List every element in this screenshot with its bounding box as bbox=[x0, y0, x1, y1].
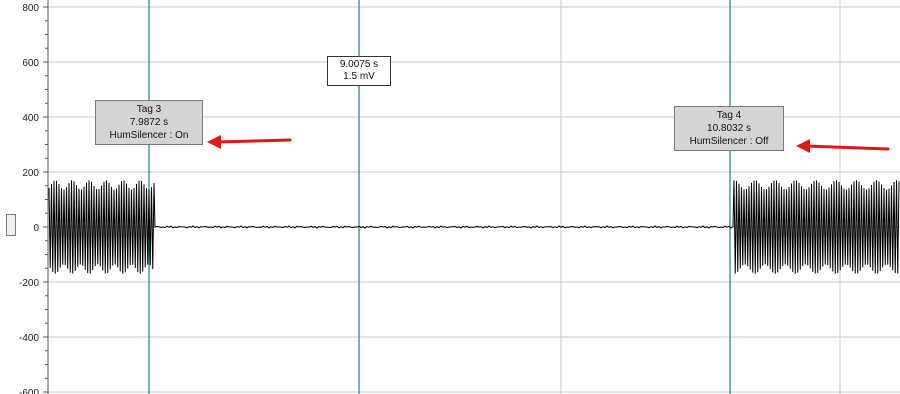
tag4-arrow bbox=[796, 139, 890, 153]
tag3-arrow-shaft bbox=[215, 138, 292, 144]
tag4-state: HumSilencer : Off bbox=[689, 136, 769, 147]
y-tick-label: 200 bbox=[22, 168, 39, 179]
signal-trace bbox=[48, 180, 900, 274]
y-tick-label: -200 bbox=[19, 278, 39, 289]
y-tick-label: 400 bbox=[22, 113, 39, 124]
tag4-time: 10.8032 s bbox=[707, 123, 751, 134]
tag3-arrow bbox=[207, 135, 292, 149]
y-tick-label: -400 bbox=[19, 333, 39, 344]
y-tick-label: 800 bbox=[22, 3, 39, 14]
tag4-label[interactable]: Tag 4 10.8032 s HumSilencer : Off bbox=[674, 106, 784, 151]
grid bbox=[48, 0, 900, 394]
y-axis: 800 600 400 200 0 -200 -400 -600 bbox=[19, 0, 49, 394]
y-tick-label: -600 bbox=[19, 388, 39, 394]
tag4-title: Tag 4 bbox=[716, 110, 742, 121]
tag3-time: 7.9872 s bbox=[129, 117, 169, 128]
axis-scroll-handle[interactable] bbox=[6, 214, 16, 236]
cursor-readout[interactable]: 9.0075 s 1.5 mV bbox=[327, 56, 391, 86]
tag3-state: HumSilencer : On bbox=[109, 130, 189, 141]
tag3-title: Tag 3 bbox=[136, 104, 162, 115]
y-tick-label: 600 bbox=[22, 58, 39, 69]
y-tick-label: 0 bbox=[33, 223, 39, 234]
annotation-arrows bbox=[207, 135, 890, 153]
tag3-label[interactable]: Tag 3 7.9872 s HumSilencer : On bbox=[95, 100, 203, 145]
cursor-value: 1.5 mV bbox=[343, 71, 375, 82]
tag-marker-lines bbox=[148, 0, 731, 394]
tag3-arrow-head bbox=[207, 135, 221, 149]
tag4-arrow-shaft bbox=[804, 144, 890, 151]
cursor-time: 9.0075 s bbox=[339, 59, 379, 70]
tag4-arrow-head bbox=[796, 139, 810, 153]
